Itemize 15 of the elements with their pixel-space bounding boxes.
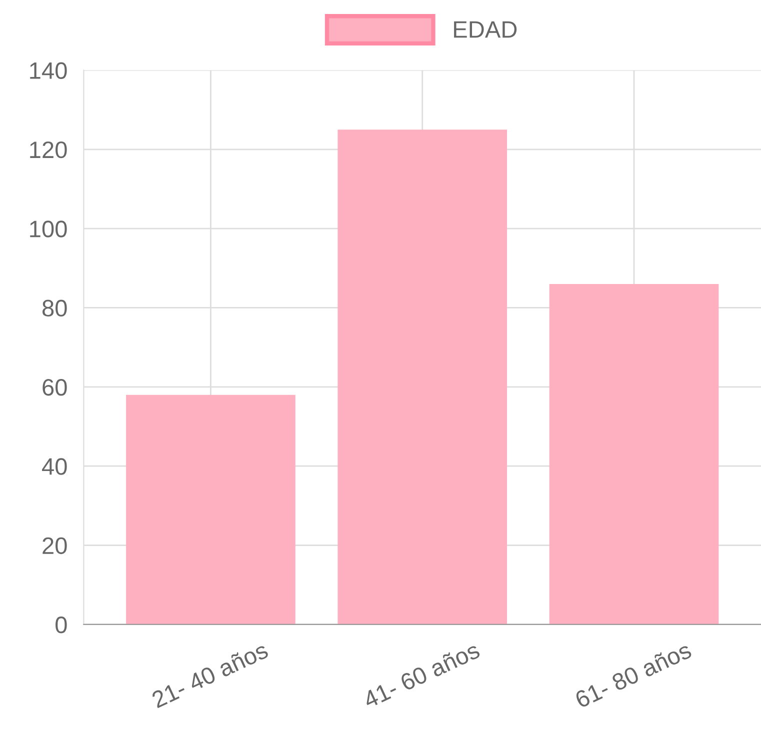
x-tick-label: 41- 60 años: [362, 640, 481, 709]
bar: [549, 284, 719, 624]
y-tick-label: 60: [42, 378, 67, 396]
x-tick-label: 61- 80 años: [574, 640, 692, 708]
y-tick-label: 140: [30, 62, 67, 79]
y-tick-label: 20: [42, 537, 67, 554]
y-tick-label: 80: [42, 300, 67, 317]
bar: [338, 130, 508, 624]
x-tick-label: 21- 40 años: [150, 640, 270, 708]
y-tick-label: 120: [30, 141, 67, 158]
bar: [126, 394, 296, 624]
y-tick-label: 40: [42, 458, 67, 475]
y-tick-label: 0: [56, 616, 67, 634]
legend-label: EDAD: [454, 21, 517, 38]
y-tick-label: 100: [30, 220, 67, 238]
